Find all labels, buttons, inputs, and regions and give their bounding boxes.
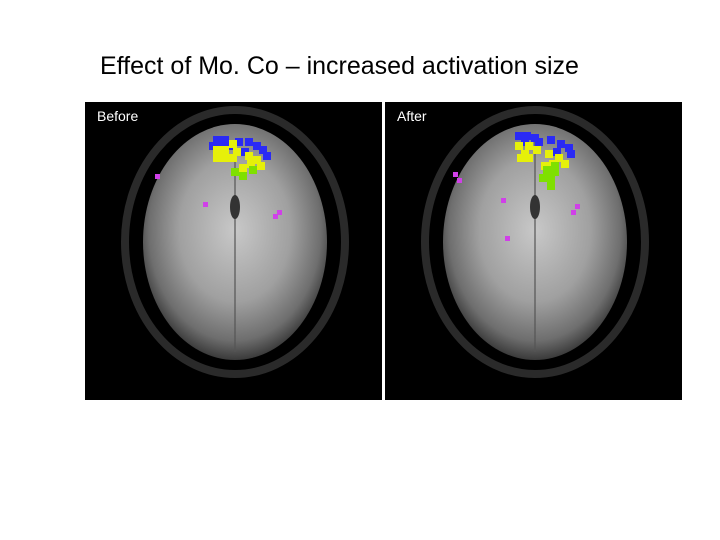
- activation-voxel-magenta: [155, 174, 160, 179]
- activation-voxel-yellow: [247, 160, 255, 168]
- activation-voxel-blue: [547, 136, 555, 144]
- activation-voxel-green: [551, 168, 559, 176]
- activation-voxel-magenta: [505, 236, 510, 241]
- activation-voxel-green: [231, 168, 239, 176]
- activation-voxel-yellow: [245, 152, 253, 160]
- ventricle: [230, 195, 240, 219]
- activation-voxel-magenta: [457, 178, 462, 183]
- activation-voxel-blue: [259, 146, 267, 154]
- activation-voxel-magenta: [453, 172, 458, 177]
- activation-voxel-blue: [553, 148, 561, 156]
- activation-voxel-blue: [263, 152, 271, 160]
- activation-voxel-magenta: [575, 204, 580, 209]
- activation-voxel-yellow: [561, 160, 569, 168]
- activation-voxel-blue: [567, 150, 575, 158]
- activation-voxel-yellow: [233, 148, 241, 156]
- activation-voxel-green: [239, 172, 247, 180]
- activation-voxel-blue: [523, 132, 531, 140]
- activation-voxel-yellow: [257, 162, 265, 170]
- panel-label-after: After: [397, 108, 427, 124]
- activation-voxel-yellow: [229, 140, 237, 148]
- activation-voxel-yellow: [229, 154, 237, 162]
- ventricle: [530, 195, 540, 219]
- activation-voxel-blue: [535, 138, 543, 146]
- activation-voxel-yellow: [517, 154, 525, 162]
- activation-voxel-blue: [245, 138, 253, 146]
- mri-panel-before: Before: [85, 102, 382, 400]
- activation-voxel-yellow: [239, 164, 247, 172]
- activation-voxel-yellow: [213, 154, 221, 162]
- activation-voxel-blue: [221, 136, 229, 144]
- activation-voxel-magenta: [277, 210, 282, 215]
- activation-voxel-yellow: [525, 142, 533, 150]
- activation-voxel-yellow: [555, 154, 563, 162]
- activation-voxel-magenta: [571, 210, 576, 215]
- activation-voxel-blue: [253, 142, 261, 150]
- activation-voxel-green: [547, 182, 555, 190]
- activation-voxel-magenta: [273, 214, 278, 219]
- activation-voxel-green: [543, 166, 551, 174]
- activation-voxel-yellow: [213, 146, 221, 154]
- skull-outline: [421, 106, 649, 378]
- activation-voxel-blue: [565, 144, 573, 152]
- activation-voxel-blue: [235, 138, 243, 146]
- activation-voxel-yellow: [525, 154, 533, 162]
- activation-voxel-yellow: [533, 146, 541, 154]
- skull-outline: [121, 106, 349, 378]
- activation-voxel-yellow: [221, 146, 229, 154]
- activation-voxel-blue: [213, 136, 221, 144]
- activation-voxel-green: [249, 166, 257, 174]
- activation-voxel-green: [551, 162, 559, 170]
- activation-voxel-blue: [557, 140, 565, 148]
- activation-voxel-yellow: [221, 154, 229, 162]
- activation-voxel-magenta: [501, 198, 506, 203]
- activation-voxel-yellow: [253, 156, 261, 164]
- mri-panel-after: After: [385, 102, 682, 400]
- panel-label-before: Before: [97, 108, 139, 124]
- activation-voxel-yellow: [545, 150, 553, 158]
- activation-voxel-green: [547, 174, 555, 182]
- activation-voxel-blue: [515, 132, 523, 140]
- activation-voxel-green: [539, 174, 547, 182]
- activation-voxel-magenta: [203, 202, 208, 207]
- activation-voxel-yellow: [515, 142, 523, 150]
- brain-scan-before: [121, 106, 349, 378]
- brain-scan-after: [421, 106, 649, 378]
- slide-title: Effect of Mo. Co – increased activation …: [100, 52, 579, 80]
